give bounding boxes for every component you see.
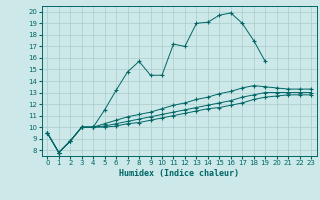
X-axis label: Humidex (Indice chaleur): Humidex (Indice chaleur)	[119, 169, 239, 178]
